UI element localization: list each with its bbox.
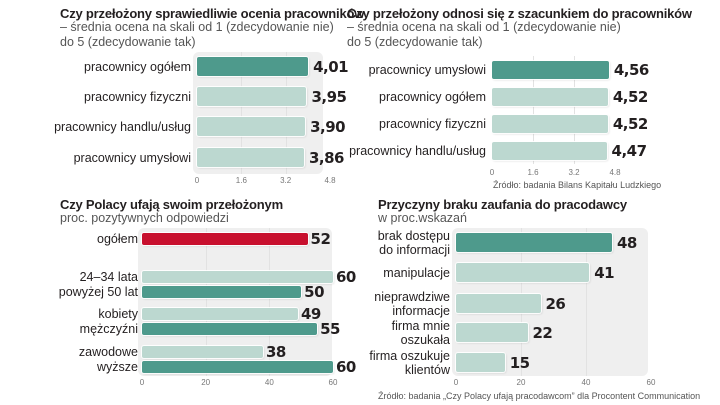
x-tick-label: 0 [453, 378, 459, 387]
category-label: pracownicy handlu/usług [349, 144, 486, 158]
data-label: 38 [265, 343, 286, 361]
category-label: manipulacje [383, 265, 450, 280]
data-label: 55 [320, 320, 340, 338]
data-label: 50 [304, 283, 325, 301]
chart-subtitle-line-1: w proc.wskazań [378, 211, 467, 225]
data-label: 60 [336, 268, 356, 286]
category-label: kobiety [98, 307, 138, 321]
data-label: 3,86 [308, 148, 345, 167]
category-label: do informacji [379, 242, 450, 257]
gridline [574, 56, 575, 164]
gridline [586, 228, 587, 376]
category-label: powyżej 50 lat [58, 285, 138, 299]
chart-subtitle-line-2: do 5 (zdecydowanie tak) [60, 35, 196, 49]
chart-title: Czy Polacy ufają swoim przełożonym [60, 197, 283, 212]
data-label: 22 [532, 323, 553, 342]
chart-title: Czy przełożony odnosi się z szacunkiem d… [347, 6, 692, 21]
x-tick-label: 60 [328, 378, 338, 387]
bar [197, 117, 306, 136]
category-label: oszukała [400, 332, 450, 347]
category-label: 24–34 lata [79, 270, 138, 284]
x-tick-label: 0 [489, 168, 495, 177]
gridline [241, 52, 243, 174]
data-label: 4,47 [611, 142, 648, 160]
data-label: 60 [336, 358, 356, 376]
x-tick-label: 40 [581, 378, 591, 387]
category-label: wyższe [97, 360, 138, 374]
x-tick-label: 60 [646, 378, 656, 387]
x-tick-label: 40 [264, 378, 274, 387]
bar [142, 271, 333, 283]
bar [142, 286, 302, 298]
x-tick-label: 3.2 [568, 168, 580, 177]
category-label: nieprawdziwe [374, 289, 450, 304]
bar [456, 233, 612, 252]
bar [492, 142, 607, 160]
category-label: pracownicy fizyczni [379, 117, 486, 131]
gridline [285, 52, 287, 174]
category-label: ogółem [97, 232, 138, 246]
x-tick-label: 0 [194, 176, 200, 185]
bar [142, 323, 318, 335]
data-label: 4,52 [612, 115, 649, 133]
data-label: 52 [310, 230, 331, 248]
category-label: brak dostępu [377, 228, 450, 243]
category-label: pracownicy fizyczni [84, 89, 191, 104]
x-tick-label: 20 [201, 378, 211, 387]
x-tick-label: 3.2 [280, 176, 292, 185]
bar [142, 346, 263, 358]
bar [492, 115, 608, 133]
gridline [205, 228, 207, 376]
x-tick-label: 1.6 [527, 168, 539, 177]
bar [197, 148, 304, 167]
bar [456, 323, 528, 342]
bar [142, 361, 333, 373]
category-label: firma mnie [391, 318, 450, 333]
category-label: pracownicy ogółem [379, 90, 486, 104]
category-label: zawodowe [78, 345, 138, 359]
chart-source: Źródło: badania „Czy Polacy ufają pracod… [378, 391, 701, 401]
bar [456, 294, 541, 313]
chart-source: Źródło: badania Bilans Kapitału Ludzkieg… [493, 180, 662, 190]
data-label: 4,56 [613, 61, 650, 79]
x-tick-label: 4.8 [324, 176, 336, 185]
chart-title: Przyczyny braku zaufania do pracodawcy [378, 197, 627, 212]
data-label: 49 [300, 305, 321, 323]
data-label: 4,52 [612, 88, 649, 106]
chart-subtitle-line-1: proc. pozytywnych odpowiedzi [60, 211, 229, 225]
x-tick-label: 20 [516, 378, 526, 387]
bar [197, 87, 307, 106]
chart-subtitle-line-1: – średnia ocena na skali od 1 (zdecydowa… [60, 20, 334, 34]
bar [492, 61, 609, 79]
category-label: informacje [392, 303, 450, 318]
chart-subtitle-line-2: do 5 (zdecydowanie tak) [347, 35, 483, 49]
data-label: 3,95 [311, 87, 347, 106]
category-label: pracownicy handlu/usług [54, 119, 191, 134]
bar [456, 263, 590, 282]
gridline [533, 56, 534, 164]
bar [142, 233, 308, 245]
data-label: 3,90 [310, 117, 346, 136]
gridline [269, 228, 271, 376]
bar [492, 88, 608, 106]
category-label: pracownicy umysłowi [368, 63, 486, 77]
bar [142, 308, 298, 320]
category-label: firma oszukuje [369, 348, 450, 363]
data-label: 4,01 [313, 57, 349, 76]
bar [197, 57, 309, 76]
chart-title: Czy przełożony sprawiedliwie ocenia prac… [60, 6, 365, 21]
category-label: pracownicy ogółem [84, 59, 191, 74]
chart-subtitle-line-1: – średnia ocena na skali od 1 (zdecydowa… [347, 20, 621, 34]
x-tick-label: 1.6 [235, 176, 247, 185]
x-tick-label: 0 [139, 378, 145, 387]
category-label: pracownicy umysłowi [73, 150, 191, 165]
x-tick-label: 4.8 [609, 168, 621, 177]
data-label: 41 [594, 263, 615, 282]
data-label: 15 [509, 353, 530, 372]
data-label: 26 [545, 294, 566, 313]
category-label: mężczyźni [79, 322, 138, 336]
data-label: 48 [617, 233, 637, 252]
category-label: klientów [404, 362, 450, 377]
bar [456, 353, 505, 372]
